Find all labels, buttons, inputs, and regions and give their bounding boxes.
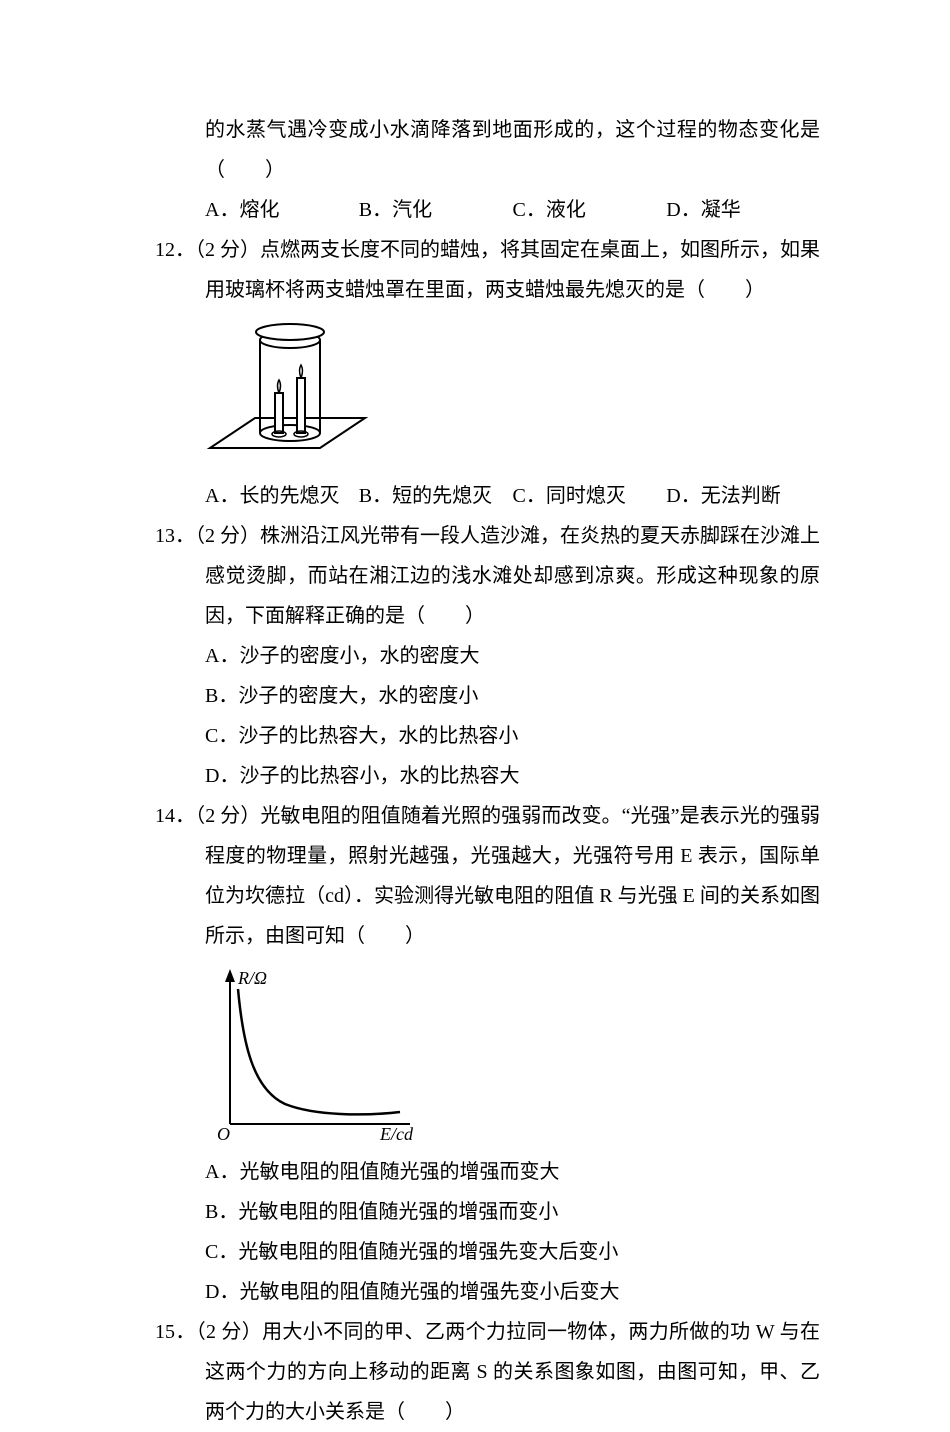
q12-figure: [155, 318, 820, 468]
q13-opt-b: B．沙子的密度大，水的密度小: [205, 676, 820, 716]
q12-opt-a: A．长的先熄灭: [205, 476, 359, 516]
q14-options: A．光敏电阻的阻值随光强的增强而变大 B．光敏电阻的阻值随光强的增强而变小 C．…: [155, 1152, 820, 1312]
q11-opt-c: C．液化: [513, 190, 667, 230]
q14-origin: O: [217, 1124, 230, 1144]
q14-ylabel: R/Ω: [237, 968, 267, 988]
q15-text: 15．（2 分）用大小不同的甲、乙两个力拉同一物体，两力所做的功 W 与在这两个…: [155, 1312, 820, 1432]
q11-opt-a: A．熔化: [205, 190, 359, 230]
q13-opt-c: C．沙子的比热容大，水的比热容小: [205, 716, 820, 756]
q14-opt-d: D．光敏电阻的阻值随光强的增强先变小后变大: [205, 1272, 820, 1312]
q12-opt-b: B．短的先熄灭: [359, 476, 513, 516]
q14-opt-c: C．光敏电阻的阻值随光强的增强先变大后变小: [205, 1232, 820, 1272]
q14-opt-a: A．光敏电阻的阻值随光强的增强而变大: [205, 1152, 820, 1192]
q13-text: 13．（2 分）株洲沿江风光带有一段人造沙滩，在炎热的夏天赤脚踩在沙滩上感觉烫脚…: [155, 516, 820, 636]
q12-text: 12．（2 分）点燃两支长度不同的蜡烛，将其固定在桌面上，如图所示，如果用玻璃杯…: [155, 230, 820, 310]
q12-options: A．长的先熄灭 B．短的先熄灭 C．同时熄灭 D．无法判断: [155, 476, 820, 516]
q14-text: 14．（2 分）光敏电阻的阻值随着光照的强弱而改变。“光强”是表示光的强弱程度的…: [155, 796, 820, 956]
q14-figure: R/Ω O E/cd: [155, 964, 820, 1144]
q13-options: A．沙子的密度小，水的密度大 B．沙子的密度大，水的密度小 C．沙子的比热容大，…: [155, 636, 820, 796]
q12-opt-c: C．同时熄灭: [513, 476, 667, 516]
q11-opt-d: D．凝华: [666, 190, 820, 230]
q13-opt-a: A．沙子的密度小，水的密度大: [205, 636, 820, 676]
q13-opt-d: D．沙子的比热容小，水的比热容大: [205, 756, 820, 796]
q14-xlabel: E/cd: [379, 1124, 414, 1144]
q11-cont-text: 的水蒸气遇冷变成小水滴降落到地面形成的，这个过程的物态变化是（ ）: [155, 110, 820, 190]
q11-opt-b: B．汽化: [359, 190, 513, 230]
q12-opt-d: D．无法判断: [666, 476, 820, 516]
q11-options: A．熔化 B．汽化 C．液化 D．凝华: [155, 190, 820, 230]
q14-opt-b: B．光敏电阻的阻值随光强的增强而变小: [205, 1192, 820, 1232]
